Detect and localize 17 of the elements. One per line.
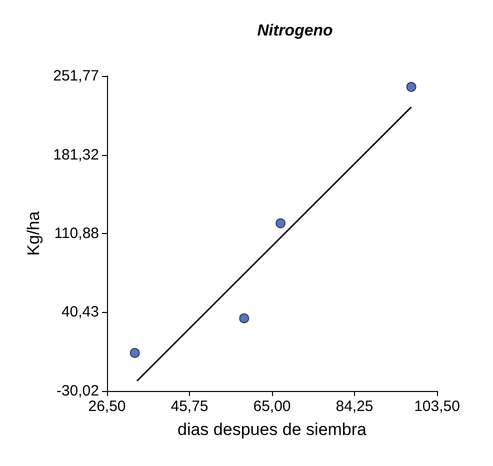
y-tick-label: -30,02	[56, 382, 99, 400]
point	[130, 348, 140, 358]
y-tick-label: 251,77	[53, 68, 99, 84]
x-tick-label: 84,25	[336, 398, 374, 415]
y-axis-title: Kg/ha	[24, 210, 44, 256]
y-tick-label: 40,43	[61, 304, 99, 321]
point	[406, 82, 416, 92]
x-tick-label: 103,50	[414, 398, 460, 415]
point	[276, 218, 286, 228]
x-tick-label: 45,75	[170, 398, 208, 415]
point	[239, 313, 250, 324]
y-tick-label: 181,32	[53, 146, 99, 164]
y-tick-label: 110,88	[54, 224, 99, 242]
x-tick-label: 26,50	[88, 398, 126, 415]
x-tick-label: 65,00	[253, 398, 291, 415]
x-axis-title: dias despues de siembra	[177, 420, 368, 439]
chart-title: Nitrogeno	[257, 22, 333, 40]
